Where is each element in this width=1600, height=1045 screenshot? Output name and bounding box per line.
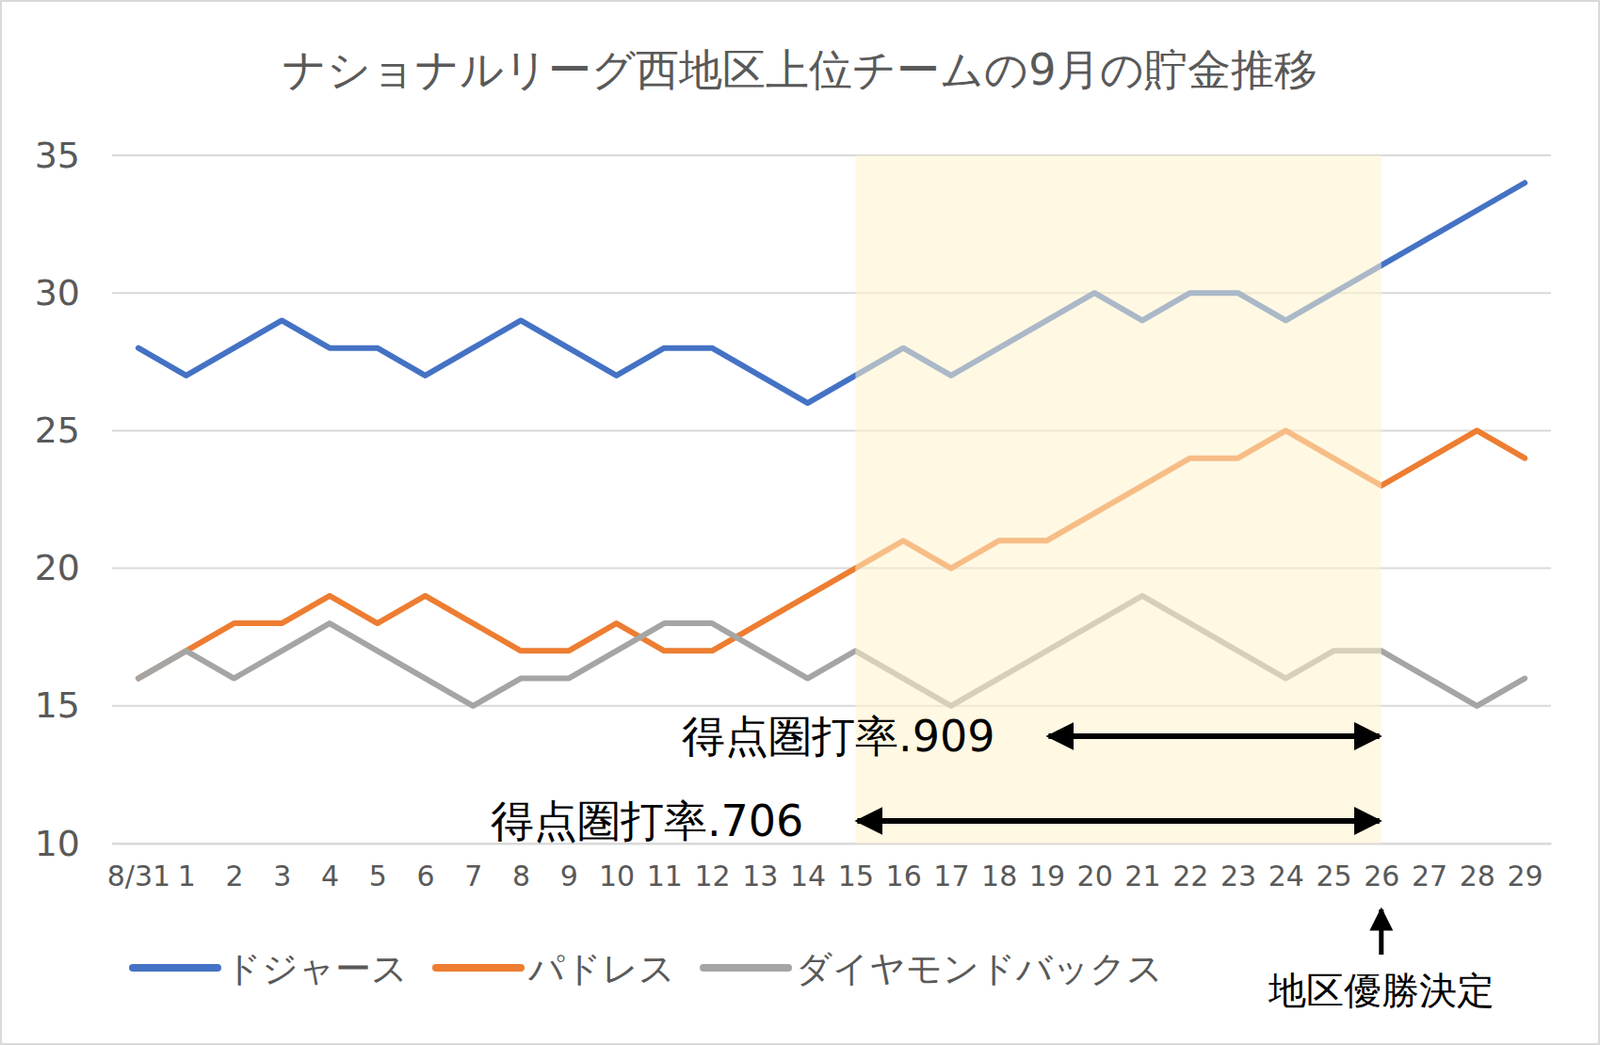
- annotation-arrow: [1048, 733, 1379, 740]
- y-tick: 10: [34, 823, 113, 865]
- x-tick-label: 2: [225, 859, 243, 893]
- x-tick: 11: [646, 843, 683, 893]
- annotation-text: 得点圏打率.706: [490, 795, 804, 847]
- x-tick-label: 9: [560, 859, 579, 893]
- x-tick-label: 19: [1029, 859, 1066, 893]
- x-tick: 2: [225, 843, 243, 893]
- y-tick-label: 25: [34, 409, 81, 452]
- y-tick: 15: [34, 684, 113, 727]
- x-tick: 8: [512, 843, 531, 893]
- x-tick-label: 10: [598, 859, 635, 893]
- x-tick: 21: [1124, 843, 1161, 893]
- annotation-text: 得点圏打率.909: [681, 711, 995, 762]
- x-tick: 28: [1459, 843, 1496, 893]
- x-tick-label: 3: [273, 859, 291, 893]
- x-tick: 7: [464, 843, 483, 893]
- title: ナショナルリーグ西地区上位チームの9月の貯金推移: [282, 44, 1317, 96]
- y-tick-label: 15: [34, 684, 81, 727]
- x-axis: 8/31123456789101112131415161718192021222…: [107, 843, 1552, 893]
- annotation-arrow: [856, 818, 1379, 825]
- x-tick-label: 8: [512, 859, 531, 893]
- x-tick: 5: [369, 843, 388, 893]
- x-tick: 16: [886, 843, 922, 893]
- x-tick-label: 22: [1172, 859, 1209, 893]
- x-tick: 27: [1411, 843, 1448, 893]
- x-tick: 8/31: [107, 843, 171, 893]
- x-tick-label: 13: [742, 859, 778, 893]
- lines: [138, 155, 1525, 844]
- x-tick: 1: [177, 843, 196, 893]
- x-tick-label: 25: [1315, 859, 1352, 893]
- x-tick: 10: [598, 843, 635, 893]
- x-tick: 6: [416, 843, 435, 893]
- chart-frame: [0, 0, 1600, 1045]
- x-tick: 25: [1315, 843, 1352, 893]
- x-tick-label: 21: [1124, 859, 1161, 893]
- x-tick: 4: [321, 843, 340, 893]
- y-tick: 25: [34, 409, 113, 452]
- x-tick: 3: [273, 843, 291, 893]
- x-tick-label: 27: [1411, 859, 1448, 893]
- y-tick-label: 30: [34, 272, 81, 314]
- annotation-arrow: [1378, 909, 1384, 955]
- x-tick-label: 28: [1459, 859, 1496, 893]
- grid: [112, 155, 1552, 844]
- x-tick-label: 4: [321, 859, 340, 893]
- x-tick-label: 14: [790, 859, 826, 893]
- y-tick: 35: [34, 134, 113, 177]
- x-tick: 12: [694, 843, 730, 893]
- x-tick: 29: [1506, 843, 1543, 893]
- x-tick-label: 5: [369, 859, 388, 893]
- x-tick-label: 6: [416, 859, 435, 893]
- legend-label: ダイヤモンドバックス: [795, 948, 1164, 990]
- chart: ナショナルリーグ西地区上位チームの9月の貯金推移1015202530358/31…: [0, 0, 1600, 1045]
- annotation-text: 地区優勝決定: [1267, 969, 1495, 1013]
- y-tick: 20: [34, 547, 113, 589]
- y-tick-label: 20: [34, 547, 81, 589]
- x-tick: 24: [1268, 843, 1305, 893]
- x-tick-label: 8/31: [107, 859, 171, 893]
- x-tick: 17: [933, 843, 970, 893]
- x-tick-label: 20: [1077, 859, 1114, 893]
- annotations: 得点圏打率.909 得点圏打率.706 地区優勝決定: [490, 711, 1495, 1013]
- x-tick: 14: [790, 843, 826, 893]
- legend-label: パドレス: [527, 948, 676, 990]
- y-axis: 10 15 20 25 30 35: [34, 134, 114, 865]
- legend-label: ドジャース: [225, 948, 408, 990]
- x-tick: 13: [742, 843, 778, 893]
- x-tick: 26: [1363, 843, 1400, 893]
- legend-swatch: [436, 964, 521, 972]
- x-tick-label: 16: [886, 859, 922, 893]
- x-tick-label: 7: [464, 859, 483, 893]
- x-tick-label: 11: [646, 859, 683, 893]
- x-tick: 15: [838, 843, 874, 893]
- legend-swatch: [703, 964, 789, 972]
- x-tick-label: 15: [838, 859, 874, 893]
- legend: ドジャース パドレス ダイヤモンドバックス: [132, 948, 1164, 990]
- x-tick-label: 18: [981, 859, 1018, 893]
- x-tick-label: 1: [177, 859, 196, 893]
- y-axis-line: [112, 156, 114, 845]
- y-tick-label: 35: [34, 134, 81, 177]
- x-tick: 18: [981, 843, 1018, 893]
- x-tick-label: 23: [1220, 859, 1257, 893]
- x-tick: 19: [1029, 843, 1066, 893]
- x-tick-label: 17: [933, 859, 970, 893]
- x-tick-label: 26: [1363, 859, 1400, 893]
- x-tick-label: 24: [1268, 859, 1305, 893]
- x-tick-label: 29: [1506, 859, 1543, 893]
- legend-swatch: [132, 964, 218, 972]
- y-tick: 30: [34, 272, 113, 314]
- x-tick-label: 12: [694, 859, 730, 893]
- x-tick: 20: [1077, 843, 1114, 893]
- x-tick: 22: [1172, 843, 1209, 893]
- x-tick: 9: [560, 843, 579, 893]
- x-tick: 23: [1220, 843, 1257, 893]
- y-tick-label: 10: [34, 823, 81, 865]
